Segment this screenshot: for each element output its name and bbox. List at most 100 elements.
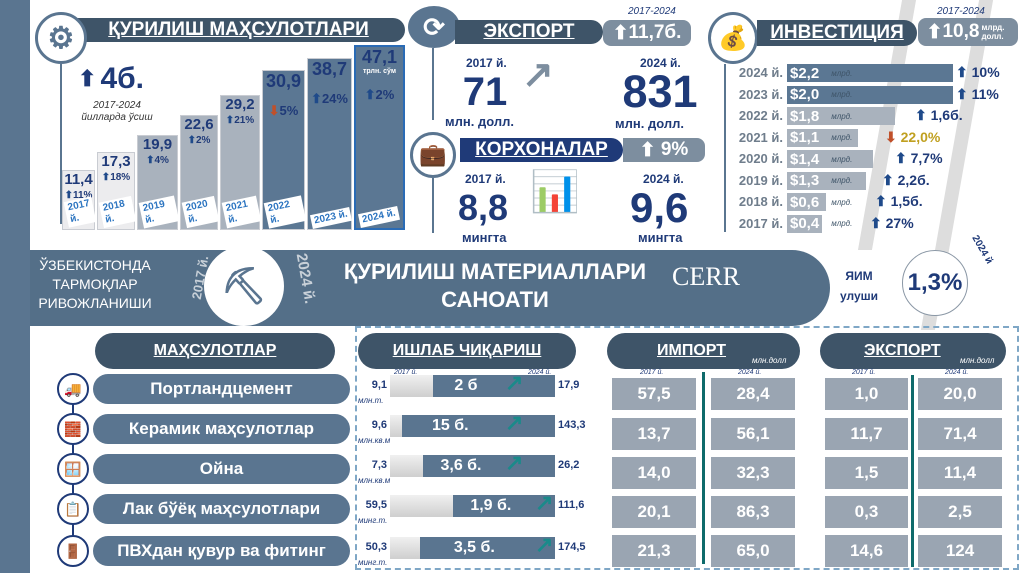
change-value: 27% bbox=[885, 214, 914, 231]
briefcase-icon: 💼 bbox=[410, 132, 456, 178]
production-2024: 174,5 bbox=[558, 541, 586, 553]
change-value: 22,0% bbox=[900, 128, 941, 145]
arrow-up-icon: ⬆ bbox=[225, 115, 235, 127]
production-2024: 17,9 bbox=[558, 379, 580, 391]
rising-chart-icon: ↗ bbox=[522, 54, 554, 96]
production-2017: 59,5 bbox=[365, 499, 387, 511]
production-2017-fill bbox=[390, 537, 420, 559]
change-value: 7,7% bbox=[910, 150, 943, 166]
investment-unit: млрд. bbox=[831, 154, 853, 164]
production-bar: 15 б. bbox=[390, 415, 555, 437]
bar-value: 38,7 bbox=[311, 59, 348, 79]
gear-icon: ⚙ bbox=[35, 12, 87, 64]
growth-arrow-icon: ↗ bbox=[505, 450, 524, 475]
change-value: 21% bbox=[234, 115, 255, 127]
arrow-up-icon: ⬆ bbox=[882, 171, 894, 188]
bar-change: ⬆18% bbox=[98, 172, 134, 184]
product-name: Лак бўёқ маҳсулотлари bbox=[93, 494, 350, 524]
construction-worker-icon: ⛏ bbox=[204, 246, 284, 326]
investment-change: ⬇ 22,0% bbox=[885, 129, 940, 146]
bar-value: 19,9 bbox=[142, 136, 173, 153]
construction-bar: 19,9 ⬆4% 2019 й. bbox=[137, 135, 180, 230]
export-period: 2017-2024 bbox=[628, 6, 676, 17]
export-2024-value: 831 bbox=[622, 66, 698, 117]
import-2017-label: 2017 й. bbox=[640, 369, 664, 376]
import-2017: 21,3 bbox=[612, 535, 696, 567]
bar-value: 17,3 bbox=[101, 153, 131, 170]
construction-bar: 11,4 ⬆11% 2017 й. bbox=[62, 170, 97, 230]
production-multiplier: 1,9 б. bbox=[470, 497, 512, 514]
investment-year: 2024 й. bbox=[738, 65, 783, 80]
product-name: ПВХдан қувур ва фитинг bbox=[93, 536, 350, 566]
arrow-up-icon: ⬆ bbox=[187, 135, 196, 147]
export-2017: 14,6 bbox=[825, 535, 908, 567]
change-value: 2% bbox=[375, 86, 395, 102]
bar-value: 11,4 bbox=[64, 171, 93, 188]
investment-value: $1,3 bbox=[790, 172, 820, 189]
enterprises-2017-unit: мингта bbox=[462, 230, 507, 245]
change-value: 1,6б. bbox=[930, 107, 963, 123]
banner-title: ҚУРИЛИШ МАТЕРИАЛЛАРИ САНОАТИ bbox=[343, 259, 647, 312]
construction-title: ҚУРИЛИШ МАҲСУЛОТЛАРИ bbox=[72, 18, 405, 42]
product-name: Портландцемент bbox=[93, 374, 350, 404]
investment-title: ИНВЕСТИЦИЯ bbox=[757, 20, 917, 46]
investment-year: 2019 й. bbox=[738, 172, 783, 188]
export-2017-label: 2017 й. bbox=[852, 369, 876, 376]
production-bar: 3,5 б. bbox=[390, 537, 555, 559]
header-import: ИМПОРТ bbox=[607, 333, 800, 369]
arrow-up-icon: ⬆ bbox=[915, 107, 927, 123]
investment-year: 2017 й. bbox=[738, 215, 783, 231]
change-value: 11% bbox=[971, 85, 999, 102]
arrow-up-icon: ⬆ bbox=[311, 90, 322, 106]
investment-year: 2021 й. bbox=[738, 129, 783, 145]
import-2024: 65,0 bbox=[711, 535, 795, 567]
production-2017-fill bbox=[390, 415, 402, 437]
arrow-down-icon: ⬇ bbox=[268, 102, 280, 118]
change-value: 4% bbox=[154, 155, 169, 167]
enterprises-title: КОРХОНАЛАР bbox=[460, 138, 623, 162]
bar-change: ⬆21% bbox=[221, 115, 259, 127]
globe-arrows-icon: ⟳ bbox=[408, 6, 460, 48]
arrow-up-icon: ⬆ bbox=[926, 21, 943, 43]
export-2024-label: 2024 й. bbox=[945, 369, 969, 376]
construction-bar: 30,9 ⬇5% 2022 й. bbox=[262, 70, 307, 230]
production-unit: минг.т. bbox=[358, 516, 388, 525]
prod-2024-label: 2024 й. bbox=[528, 369, 552, 376]
growth-arrow-icon: ↗ bbox=[535, 532, 554, 557]
production-multiplier: 2 б bbox=[454, 377, 478, 394]
investment-change: ⬆ 1,5б. bbox=[875, 193, 923, 210]
import-2024: 28,4 bbox=[711, 378, 795, 410]
bar-change: ⬇5% bbox=[263, 102, 304, 119]
export-2017: 1,5 bbox=[825, 457, 908, 489]
arrow-down-icon: ⬇ bbox=[885, 128, 897, 145]
bar-value: 47,1 bbox=[361, 47, 398, 67]
import-2017: 14,0 bbox=[612, 457, 696, 489]
investment-growth-badge: ⬆ 10,8 млрд. долл. bbox=[918, 18, 1018, 46]
arrow-up-icon: ⬆ bbox=[146, 155, 155, 167]
export-2024: 2,5 bbox=[918, 496, 1002, 528]
investment-bar: $2,2 млрд. bbox=[787, 64, 953, 82]
production-unit: млн.т. bbox=[358, 396, 384, 405]
arrow-up-icon: ⬆ bbox=[78, 66, 97, 91]
pipe-icon: 🚪 bbox=[57, 535, 89, 567]
production-2017: 7,3 bbox=[371, 459, 387, 471]
enterprises-growth-badge: ⬆ 9% bbox=[623, 138, 705, 162]
investment-change: ⬆ 7,7% bbox=[895, 150, 943, 167]
production-multiplier: 3,5 б. bbox=[453, 539, 495, 556]
construction-bar: 47,1 трлн. сўм ⬆2% 2024 й. bbox=[354, 45, 405, 230]
production-2024: 143,3 bbox=[558, 419, 586, 431]
production-unit: млн.кв.м bbox=[358, 436, 391, 445]
enterprises-2024-label: 2024 й. bbox=[643, 172, 684, 186]
change-value: 2,2б. bbox=[897, 171, 930, 188]
export-2024: 20,0 bbox=[918, 378, 1002, 410]
construction-bar: 29,2 ⬆21% 2021 й. bbox=[220, 95, 262, 230]
export-2017: 0,3 bbox=[825, 496, 908, 528]
banner-left-text: ЎЗБЕКИСТОНДА ТАРМОҚЛАР РИВОЖЛАНИШИ bbox=[38, 257, 152, 311]
production-2024: 111,6 bbox=[558, 499, 585, 511]
bar-change: ⬆24% bbox=[308, 90, 351, 107]
change-value: 1,5б. bbox=[890, 193, 923, 209]
investment-unit: млрд. bbox=[831, 68, 853, 78]
investment-value: $2,2 bbox=[790, 64, 820, 82]
investment-year: 2020 й. bbox=[738, 151, 783, 166]
bar-unit: трлн. сўм bbox=[362, 67, 397, 75]
